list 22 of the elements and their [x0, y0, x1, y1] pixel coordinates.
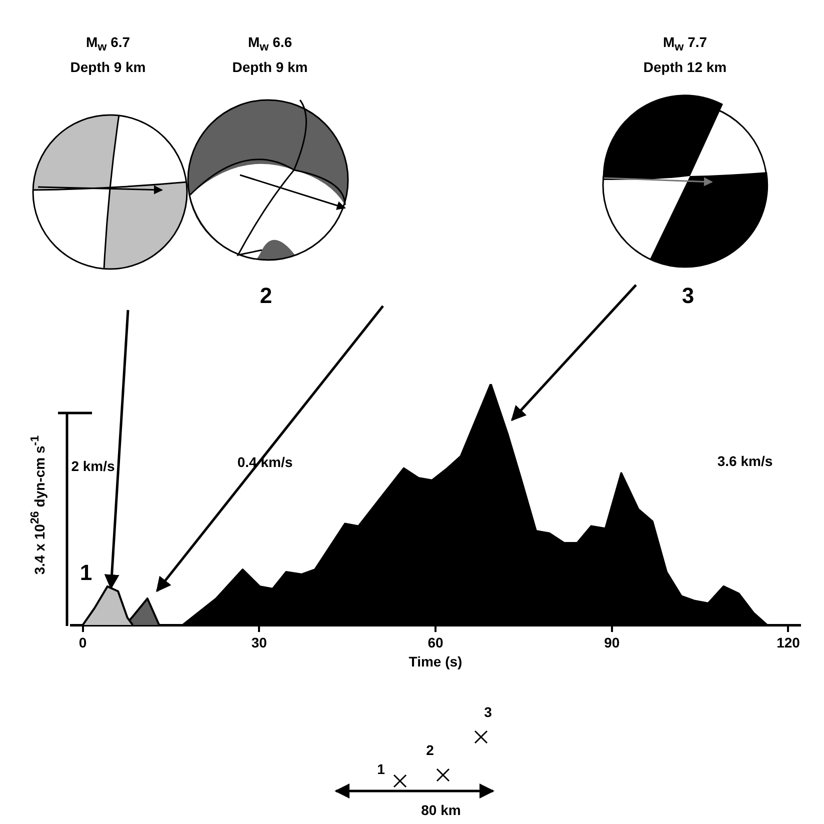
text: Depth 9 km [70, 59, 146, 75]
annotation: 0.4 km/s [237, 454, 293, 470]
x-tick-label: 90 [604, 634, 620, 650]
x-tick-label: 120 [776, 634, 800, 650]
text: Depth 12 km [643, 59, 727, 75]
text: M$_{w}$ 6.6 [248, 34, 292, 54]
x-tick-label: 0 [78, 634, 87, 650]
annotation: 2 km/s [71, 458, 115, 474]
x-tick-label: 60 [428, 634, 444, 650]
text: 2 [260, 283, 272, 308]
text: 80 km [421, 802, 461, 818]
x-axis-title: Time (s) [408, 653, 462, 670]
text: 3 [682, 283, 694, 308]
annotation: 3.6 km/s [717, 453, 773, 469]
text: 1 [377, 761, 385, 777]
text: 2 [426, 742, 434, 758]
annotation: 1 [80, 560, 92, 585]
text: M$_{w}$ 6.7 [86, 34, 130, 54]
text: M$_{w}$ 7.7 [662, 34, 708, 54]
x-tick-label: 30 [251, 634, 268, 650]
text: Depth 9 km [232, 59, 308, 75]
text: 3 [484, 704, 492, 720]
